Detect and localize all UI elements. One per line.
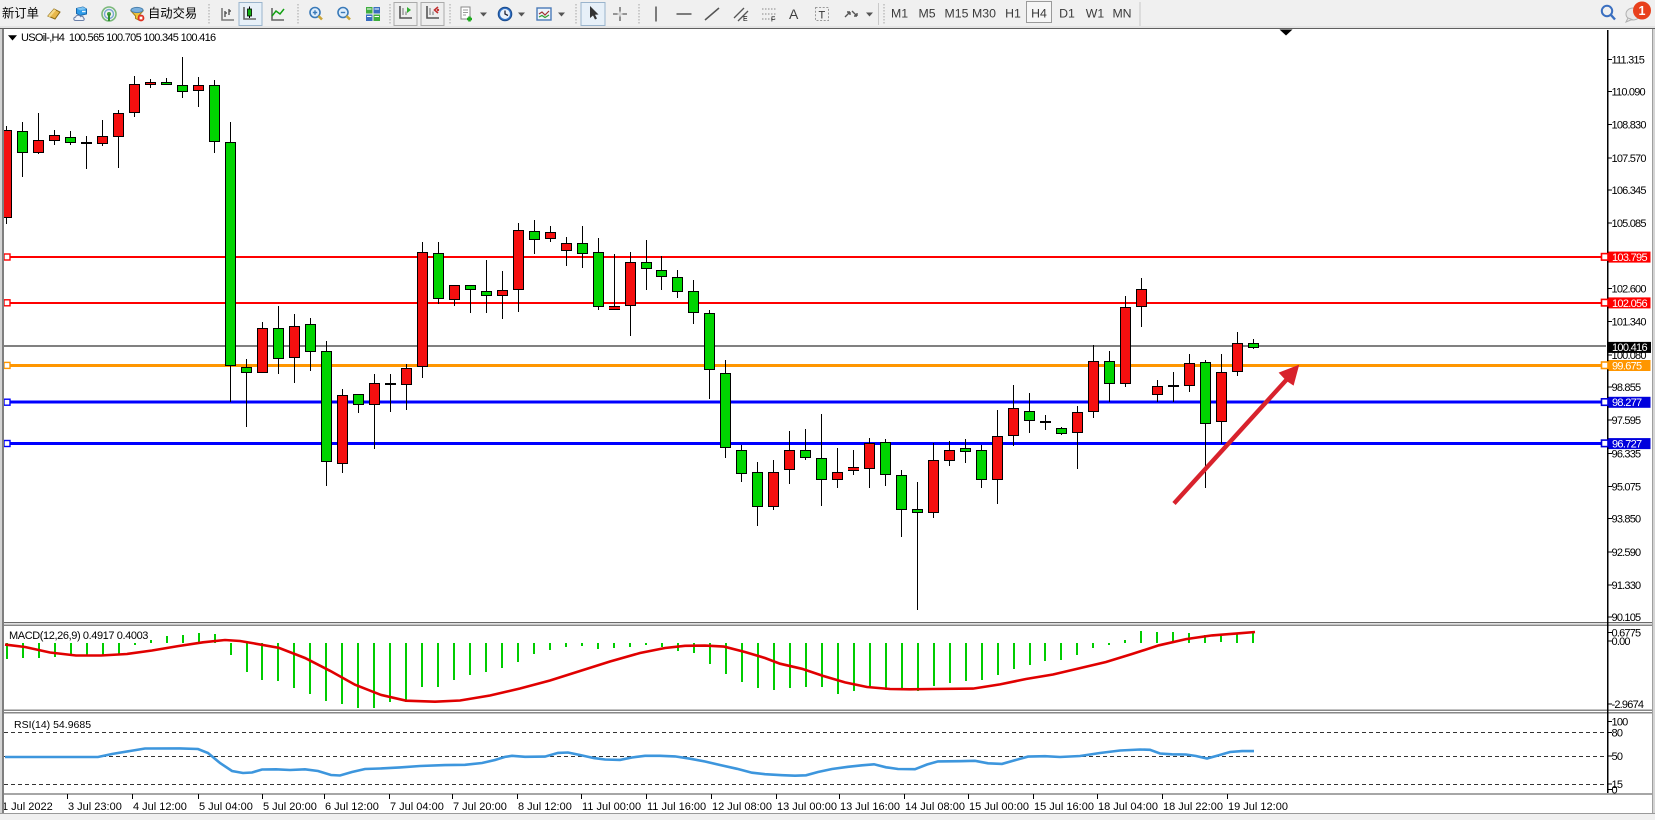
svg-text:96.727: 96.727 bbox=[1612, 439, 1642, 451]
svg-text:91.330: 91.330 bbox=[1612, 580, 1642, 592]
svg-text:105.085: 105.085 bbox=[1612, 218, 1647, 230]
svg-text:7 Jul 04:00: 7 Jul 04:00 bbox=[390, 801, 444, 813]
svg-text:93.850: 93.850 bbox=[1612, 514, 1642, 526]
svg-text:111.315: 111.315 bbox=[1612, 54, 1645, 66]
svg-text:7 Jul 20:00: 7 Jul 20:00 bbox=[453, 801, 507, 813]
svg-text:5 Jul 20:00: 5 Jul 20:00 bbox=[263, 801, 317, 813]
svg-text:自动交易: 自动交易 bbox=[148, 6, 197, 21]
svg-text:T: T bbox=[819, 10, 826, 22]
svg-text:12 Jul 08:00: 12 Jul 08:00 bbox=[712, 801, 772, 813]
svg-text:103.795: 103.795 bbox=[1612, 252, 1647, 264]
svg-text:50: 50 bbox=[1612, 751, 1623, 763]
svg-text:106.345: 106.345 bbox=[1612, 185, 1647, 197]
svg-text:D1: D1 bbox=[1059, 7, 1075, 21]
svg-text:H4: H4 bbox=[1031, 7, 1047, 21]
svg-text:A: A bbox=[789, 6, 799, 22]
svg-text:4 Jul 12:00: 4 Jul 12:00 bbox=[133, 801, 187, 813]
svg-text:18 Jul 04:00: 18 Jul 04:00 bbox=[1098, 801, 1158, 813]
svg-text:99.675: 99.675 bbox=[1612, 360, 1642, 372]
svg-text:100: 100 bbox=[1612, 716, 1629, 728]
svg-text:108.830: 108.830 bbox=[1612, 120, 1647, 132]
svg-text:97.595: 97.595 bbox=[1612, 415, 1642, 427]
svg-text:100.416: 100.416 bbox=[1612, 342, 1647, 354]
svg-text:18 Jul 22:00: 18 Jul 22:00 bbox=[1163, 801, 1223, 813]
svg-text:M5: M5 bbox=[918, 7, 935, 21]
svg-text:M15: M15 bbox=[945, 7, 969, 21]
svg-text:0.00: 0.00 bbox=[1612, 636, 1631, 648]
svg-text:0: 0 bbox=[1612, 785, 1618, 797]
svg-text:107.570: 107.570 bbox=[1612, 153, 1647, 165]
svg-text:11 Jul 00:00: 11 Jul 00:00 bbox=[582, 801, 641, 813]
svg-text:6 Jul 12:00: 6 Jul 12:00 bbox=[325, 801, 379, 813]
svg-text:W1: W1 bbox=[1086, 7, 1105, 21]
svg-text:-2.9674: -2.9674 bbox=[1612, 699, 1644, 711]
svg-text:15 Jul 16:00: 15 Jul 16:00 bbox=[1034, 801, 1094, 813]
svg-text:E: E bbox=[743, 16, 748, 23]
svg-text:5 Jul 04:00: 5 Jul 04:00 bbox=[199, 801, 253, 813]
svg-text:13 Jul 00:00: 13 Jul 00:00 bbox=[777, 801, 837, 813]
svg-text:15: 15 bbox=[1612, 779, 1623, 791]
svg-text:MACD(12,26,9) 0.4917 0.4003: MACD(12,26,9) 0.4917 0.4003 bbox=[9, 630, 148, 642]
svg-text:15 Jul 00:00: 15 Jul 00:00 bbox=[969, 801, 1029, 813]
svg-text:101.340: 101.340 bbox=[1612, 317, 1647, 329]
svg-text:98.855: 98.855 bbox=[1612, 382, 1642, 394]
svg-text:M30: M30 bbox=[972, 7, 996, 21]
svg-text:80: 80 bbox=[1612, 727, 1623, 739]
svg-text:H1: H1 bbox=[1005, 7, 1021, 21]
svg-text:14 Jul 08:00: 14 Jul 08:00 bbox=[905, 801, 965, 813]
svg-text:102.600: 102.600 bbox=[1612, 284, 1647, 296]
svg-text:M1: M1 bbox=[891, 7, 908, 21]
svg-text:F: F bbox=[771, 17, 775, 24]
svg-text:13 Jul 16:00: 13 Jul 16:00 bbox=[840, 801, 900, 813]
svg-text:0.6775: 0.6775 bbox=[1612, 628, 1642, 640]
svg-text:1 Jul 2022: 1 Jul 2022 bbox=[2, 801, 53, 813]
svg-text:RSI(14) 54.9685: RSI(14) 54.9685 bbox=[14, 719, 91, 731]
svg-text:90.105: 90.105 bbox=[1612, 612, 1642, 624]
svg-text:92.590: 92.590 bbox=[1612, 547, 1642, 559]
svg-text:19 Jul 12:00: 19 Jul 12:00 bbox=[1228, 801, 1288, 813]
svg-text:98.277: 98.277 bbox=[1612, 397, 1642, 409]
svg-text:96.335: 96.335 bbox=[1612, 448, 1642, 460]
svg-text:USOil-,H4 100.565 100.705 100: USOil-,H4 100.565 100.705 100.345 100.41… bbox=[21, 32, 216, 44]
svg-text:8 Jul 12:00: 8 Jul 12:00 bbox=[518, 801, 572, 813]
svg-text:MN: MN bbox=[1112, 7, 1131, 21]
svg-text:11 Jul 16:00: 11 Jul 16:00 bbox=[647, 801, 706, 813]
svg-text:95.075: 95.075 bbox=[1612, 481, 1642, 493]
svg-text:102.056: 102.056 bbox=[1612, 298, 1647, 310]
svg-text:110.090: 110.090 bbox=[1612, 87, 1646, 99]
svg-text:3 Jul 23:00: 3 Jul 23:00 bbox=[68, 801, 122, 813]
svg-text:新订单: 新订单 bbox=[2, 6, 39, 21]
svg-text:1: 1 bbox=[1639, 4, 1646, 18]
